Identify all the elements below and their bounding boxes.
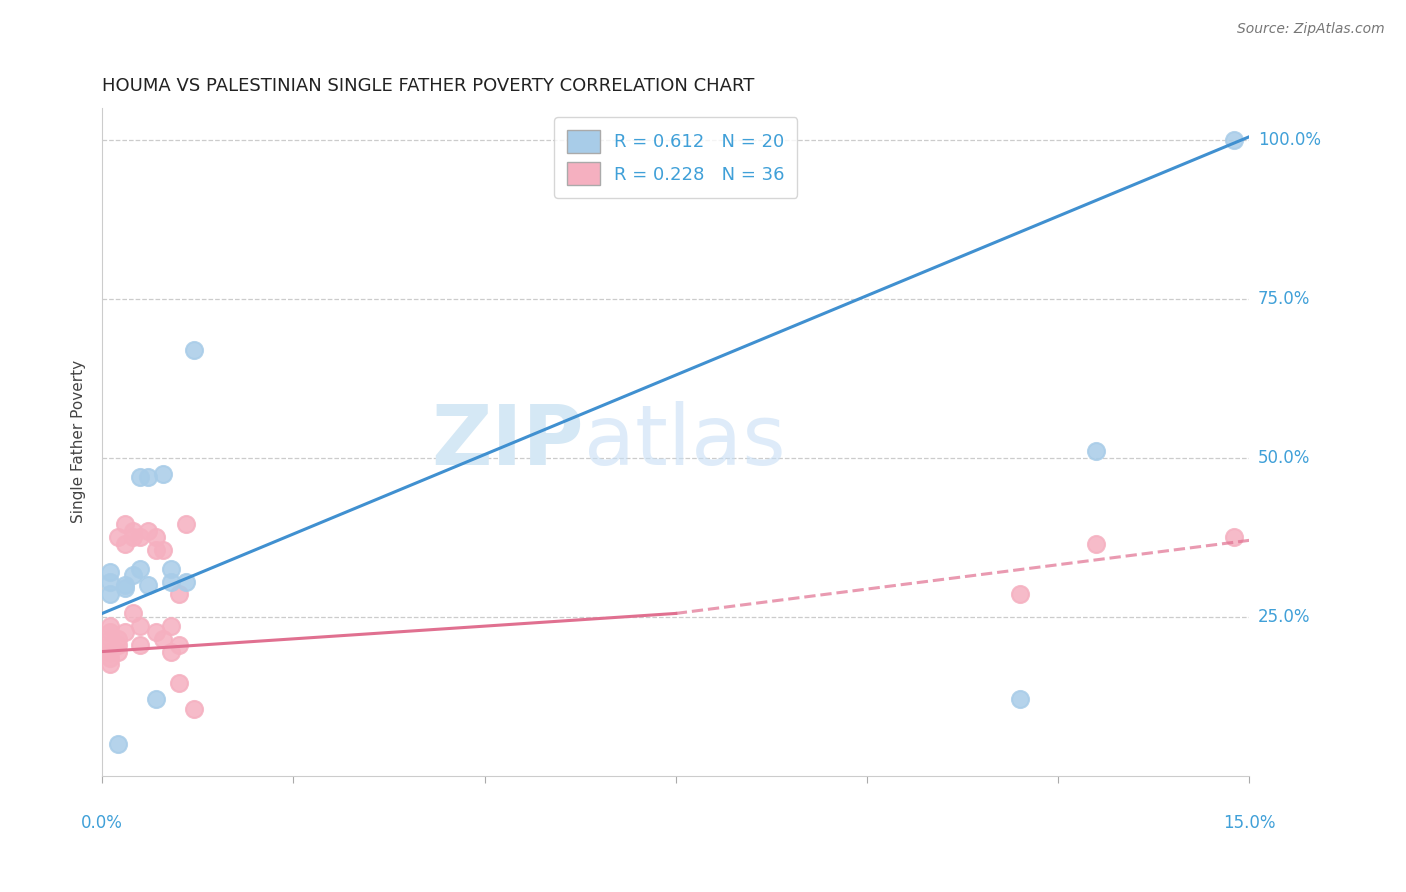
Point	[136, 578, 159, 592]
Point	[1085, 444, 1108, 458]
Point	[129, 530, 152, 544]
Point	[129, 562, 152, 576]
Point	[114, 517, 136, 532]
Point	[183, 343, 205, 357]
Y-axis label: Single Father Poverty: Single Father Poverty	[72, 360, 86, 524]
Text: 75.0%: 75.0%	[1258, 290, 1310, 308]
Point	[98, 587, 121, 601]
Text: 0.0%: 0.0%	[82, 814, 124, 832]
Text: 15.0%: 15.0%	[1223, 814, 1275, 832]
Point	[129, 638, 152, 652]
Point	[136, 524, 159, 538]
Point	[160, 644, 183, 658]
Point	[98, 565, 121, 579]
Point	[176, 517, 198, 532]
Point	[136, 469, 159, 483]
Point	[152, 632, 174, 646]
Point	[98, 657, 121, 672]
Point	[98, 625, 121, 640]
Point	[176, 574, 198, 589]
Text: Source: ZipAtlas.com: Source: ZipAtlas.com	[1237, 22, 1385, 37]
Point	[114, 581, 136, 595]
Point	[145, 542, 167, 557]
Point	[1008, 692, 1031, 706]
Point	[167, 587, 190, 601]
Point	[1223, 530, 1246, 544]
Point	[114, 625, 136, 640]
Point	[152, 542, 174, 557]
Point	[183, 702, 205, 716]
Point	[1008, 587, 1031, 601]
Point	[98, 574, 121, 589]
Point	[160, 574, 183, 589]
Point	[107, 638, 129, 652]
Point	[98, 632, 121, 646]
Text: 100.0%: 100.0%	[1258, 131, 1320, 149]
Point	[114, 578, 136, 592]
Legend: R = 0.612   N = 20, R = 0.228   N = 36: R = 0.612 N = 20, R = 0.228 N = 36	[554, 117, 797, 198]
Text: 25.0%: 25.0%	[1258, 607, 1310, 625]
Point	[145, 530, 167, 544]
Point	[98, 638, 121, 652]
Point	[98, 651, 121, 665]
Point	[98, 619, 121, 633]
Point	[107, 530, 129, 544]
Point	[167, 638, 190, 652]
Point	[160, 619, 183, 633]
Point	[160, 562, 183, 576]
Point	[1223, 133, 1246, 147]
Point	[114, 536, 136, 550]
Point	[121, 568, 143, 582]
Point	[107, 632, 129, 646]
Point	[107, 644, 129, 658]
Text: 50.0%: 50.0%	[1258, 449, 1310, 467]
Point	[145, 625, 167, 640]
Point	[129, 619, 152, 633]
Text: HOUMA VS PALESTINIAN SINGLE FATHER POVERTY CORRELATION CHART: HOUMA VS PALESTINIAN SINGLE FATHER POVER…	[103, 78, 755, 95]
Point	[121, 524, 143, 538]
Point	[121, 607, 143, 621]
Point	[145, 692, 167, 706]
Point	[98, 644, 121, 658]
Point	[167, 676, 190, 690]
Point	[107, 737, 129, 751]
Point	[121, 530, 143, 544]
Text: atlas: atlas	[583, 401, 786, 483]
Point	[1085, 536, 1108, 550]
Text: ZIP: ZIP	[432, 401, 583, 483]
Point	[129, 469, 152, 483]
Point	[152, 467, 174, 481]
